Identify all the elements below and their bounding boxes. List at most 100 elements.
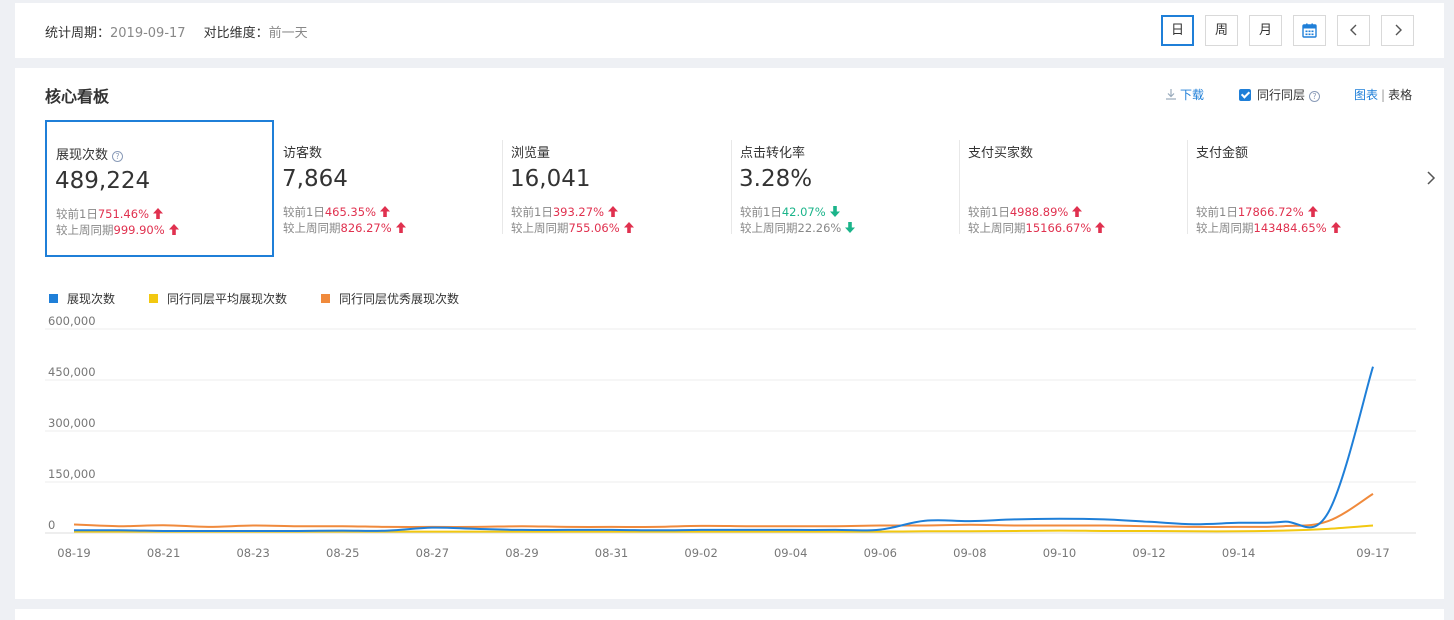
legend-swatch [49,294,58,303]
prev-period-button[interactable] [1337,15,1370,46]
x-tick-label: 09-14 [1222,546,1255,560]
x-tick-label: 09-02 [684,546,717,560]
y-tick-label: 600,000 [48,314,96,328]
x-tick-label: 08-21 [147,546,180,560]
week-compare-change: 826.27% [340,221,392,235]
legend-label: 展现次数 [67,292,116,306]
legend-item-peer-average[interactable]: 同行同层平均展现次数 [149,290,287,307]
metric-card-payment-amount[interactable]: 支付金额 较前1日17866.72% 较上周同期143484.65% [1187,120,1416,257]
chevron-left-icon [1349,24,1356,36]
day-compare-change: 751.46% [97,207,149,221]
week-compare-change: 15166.67% [1025,221,1092,235]
metric-value: 7,864 [282,166,348,192]
day-compare-label: 较前1日 [1196,205,1238,219]
calendar-icon [1302,23,1317,38]
x-tick-label: 08-25 [326,546,359,560]
download-button[interactable]: 下载 [1165,86,1204,103]
x-tick-label: 08-31 [595,546,628,560]
day-compare-label: 较前1日 [968,205,1010,219]
week-compare-change: 999.90% [113,223,165,237]
download-label: 下载 [1180,88,1205,102]
core-dashboard-panel: 核心看板 下载 同行同层? 图表 | 表格 展现次数? 489,224 较前1日75… [15,68,1444,599]
x-tick-label: 09-08 [953,546,986,560]
day-compare-label: 较前1日 [511,205,553,219]
x-tick-label: 08-29 [505,546,538,560]
x-tick-label: 09-06 [864,546,897,560]
day-compare-change: 42.07% [781,205,826,219]
period-bar: 统计周期：2019-09-17 对比维度：前一天 日 周 月 [15,3,1444,58]
period-label: 统计周期： [45,26,111,41]
y-tick-label: 300,000 [48,416,96,430]
metric-card-impressions[interactable]: 展现次数? 489,224 较前1日751.46% 较上周同期999.90% [45,120,274,257]
card-divider [1187,140,1188,234]
week-compare-label: 较上周同期 [1196,221,1254,235]
panel-title: 核心看板 [45,87,110,106]
calendar-button[interactable] [1293,15,1326,46]
download-icon [1166,89,1176,100]
range-month-button[interactable]: 月 [1249,15,1282,46]
legend-swatch [321,294,330,303]
arrow-up-icon [1072,206,1083,217]
legend-item-peer-excellent[interactable]: 同行同层优秀展现次数 [321,290,459,307]
metric-value: 16,041 [510,166,591,192]
legend-item-impressions[interactable]: 展现次数 [49,290,115,307]
x-tick-label: 09-17 [1356,546,1389,560]
arrow-up-icon [395,222,406,233]
same-level-toggle[interactable]: 同行同层? [1239,86,1321,103]
metric-name: 支付买家数 [968,146,1034,161]
arrow-up-icon [1307,206,1318,217]
x-tick-label: 09-10 [1043,546,1076,560]
legend-swatch [149,294,158,303]
day-compare-change: 465.35% [324,205,376,219]
x-tick-label: 08-27 [416,546,449,560]
arrow-up-icon [380,206,390,217]
metric-name: 访客数 [283,146,323,161]
x-tick-label: 09-04 [774,546,807,560]
help-icon[interactable]: ? [1309,91,1321,102]
arrow-up-icon [153,208,163,219]
next-metrics-button[interactable] [1425,170,1437,190]
legend-label: 同行同层优秀展现次数 [339,292,460,306]
metric-card-visitors[interactable]: 访客数 7,864 较前1日465.35% 较上周同期826.27% [274,120,503,257]
day-compare-label: 较前1日 [283,205,325,219]
view-chart-tab[interactable]: 图表 [1354,88,1379,102]
metric-card-buyers[interactable]: 支付买家数 较前1日4988.89% 较上周同期15166.67% [959,120,1188,257]
series-line-peer-excellent[interactable] [73,493,1374,528]
chevron-right-icon [1427,171,1436,185]
card-divider [502,140,503,234]
view-switch: 图表 | 表格 [1354,88,1413,102]
compare-label: 对比维度： [203,26,269,41]
checkbox-checked-icon[interactable] [1239,89,1251,101]
help-icon[interactable]: ? [112,151,124,162]
metric-value: 3.28% [739,166,813,192]
view-table-tab[interactable]: 表格 [1388,88,1413,102]
arrow-up-icon [168,224,179,235]
series-line-impressions[interactable] [73,366,1374,533]
day-compare-label: 较前1日 [56,207,98,221]
metric-name: 点击转化率 [740,146,806,161]
week-compare-label: 较上周同期 [968,221,1026,235]
y-tick-label: 150,000 [48,467,96,481]
impressions-line-chart: 600,000 450,000 300,000 150,000 008-19 08-21 0… [45,314,1416,560]
range-day-button[interactable]: 日 [1161,15,1194,46]
week-compare-change: 143484.65% [1253,221,1327,235]
compare-value: 前一天 [268,26,308,41]
range-week-button[interactable]: 周 [1205,15,1238,46]
day-compare-label: 较前1日 [740,205,782,219]
metric-name: 展现次数 [56,148,109,163]
metric-card-conversion[interactable]: 点击转化率 3.28% 较前1日42.07% 较上周同期22.26% [731,120,960,257]
metric-name: 浏览量 [511,146,551,161]
metric-cards: 展现次数? 489,224 较前1日751.46% 较上周同期999.90% 访… [45,120,1420,257]
card-divider [959,140,960,234]
week-compare-label: 较上周同期 [511,221,569,235]
chevron-right-icon [1395,24,1402,36]
x-tick-label: 08-23 [236,546,269,560]
week-compare-change: 755.06% [568,221,620,235]
metric-card-pageviews[interactable]: 浏览量 16,041 较前1日393.27% 较上周同期755.06% [502,120,731,257]
y-tick-label: 450,000 [48,365,96,379]
week-compare-change: 22.26% [797,221,842,235]
day-compare-change: 393.27% [552,205,604,219]
next-period-button[interactable] [1381,15,1414,46]
arrow-up-icon [1095,222,1106,233]
week-compare-label: 较上周同期 [283,221,341,235]
